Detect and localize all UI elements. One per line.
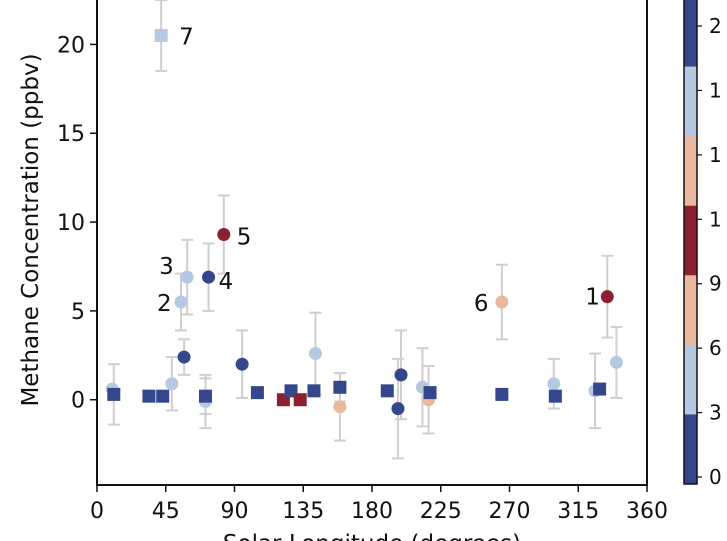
- data-point-circle: [177, 350, 191, 364]
- colorbar-label: 1: [709, 143, 722, 167]
- y-axis-title: Methane Concentration (ppbv): [18, 53, 44, 406]
- colorbar-label: 1: [709, 78, 722, 102]
- data-point-circle: [165, 377, 179, 391]
- x-tick-label: 135: [282, 499, 324, 524]
- colorbar-segment: [684, 66, 697, 137]
- x-tick-label: 315: [557, 499, 599, 524]
- colorbar-label: 2: [709, 14, 722, 38]
- x-tick-label: 180: [351, 499, 393, 524]
- data-point-circle: [609, 355, 623, 369]
- data-point-square: [250, 386, 264, 400]
- data-point-square: [423, 386, 437, 400]
- data-markers: [105, 29, 623, 416]
- y-tick-label: 15: [57, 122, 85, 147]
- x-tick-label: 270: [489, 499, 531, 524]
- data-point-square: [293, 393, 307, 407]
- x-tick-label: 45: [152, 499, 180, 524]
- data-point-square: [154, 29, 168, 43]
- data-point-square: [307, 384, 321, 398]
- y-tick-label: 20: [57, 33, 85, 58]
- colorbar: 2 1 1 1 9 6 3 0: [683, 0, 722, 489]
- point-label-7: 7: [179, 25, 194, 51]
- data-point-circle: [202, 270, 216, 284]
- colorbar-label: 9: [709, 272, 722, 296]
- colorbar-segment: [684, 344, 697, 415]
- x-tick-label: 360: [626, 499, 668, 524]
- data-point-square: [333, 380, 347, 394]
- point-label-6: 6: [474, 291, 489, 317]
- data-point-circle: [180, 270, 194, 284]
- point-label-1: 1: [585, 285, 600, 311]
- data-point-square: [593, 382, 607, 396]
- x-tick-label: 0: [90, 499, 104, 524]
- data-point-circle: [333, 400, 347, 414]
- x-axis-title: Solar Longitude (degrees): [223, 531, 521, 541]
- point-label-5: 5: [237, 225, 252, 251]
- data-point-circle: [547, 377, 561, 391]
- data-point-square: [495, 387, 509, 401]
- data-point-square: [548, 389, 562, 403]
- x-tick-label: 225: [420, 499, 462, 524]
- colorbar-segment: [684, 414, 697, 485]
- y-tick-label: 5: [71, 300, 85, 325]
- data-point-circle: [495, 295, 509, 309]
- colorbar-frame: [683, 0, 698, 485]
- colorbar-label: 0: [709, 465, 722, 489]
- data-point-square: [142, 389, 156, 403]
- colorbar-segment: [684, 0, 697, 68]
- colorbar-label: 1: [709, 207, 722, 231]
- point-label-3: 3: [159, 254, 174, 280]
- data-point-square: [156, 389, 170, 403]
- y-tick-label: 0: [71, 389, 85, 414]
- data-point-circle: [391, 402, 405, 416]
- point-annotations: 7 2 3 45 6 1: [157, 25, 600, 317]
- point-label-4: 4: [219, 269, 234, 295]
- colorbar-segment: [684, 136, 697, 207]
- data-point-square: [198, 389, 212, 403]
- data-point-circle: [217, 228, 231, 242]
- y-tick-label: 10: [57, 211, 85, 236]
- colorbar-label: 6: [709, 336, 722, 360]
- point-label-2: 2: [157, 291, 172, 317]
- data-point-circle: [174, 295, 188, 309]
- data-point-square: [107, 387, 121, 401]
- x-tick-label: 90: [221, 499, 249, 524]
- data-point-circle: [308, 347, 322, 361]
- data-point-circle: [600, 290, 614, 304]
- data-point-circle: [235, 357, 249, 371]
- error-bars: [107, 0, 623, 460]
- colorbar-label: 3: [709, 401, 722, 425]
- data-point-circle: [394, 368, 408, 382]
- colorbar-segment: [684, 275, 697, 346]
- colorbar-segment: [684, 205, 697, 276]
- data-point-square: [380, 384, 394, 398]
- axes: [96, 0, 648, 486]
